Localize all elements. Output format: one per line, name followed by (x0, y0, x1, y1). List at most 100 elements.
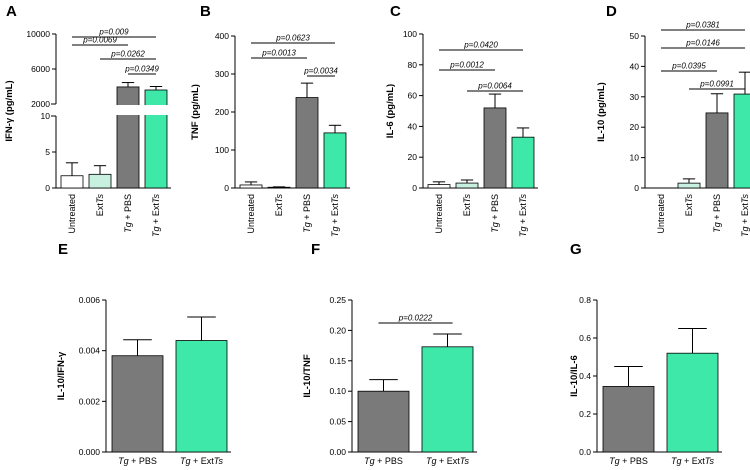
y-tick-label: 0.8 (579, 295, 591, 305)
panel-letter: D (606, 3, 617, 20)
y-tick-label: 0.002 (79, 396, 101, 406)
y-tick-label: 0.000 (79, 447, 101, 457)
y-tick-label: 30 (630, 92, 640, 102)
bar-extts (267, 186, 291, 189)
y-tick-label: 0 (634, 183, 639, 193)
p-value-label: p=0.009 (98, 28, 129, 37)
y-tick-label: 40 (408, 121, 418, 131)
x-tick-label: Tg + ExtTs (151, 194, 161, 237)
y-tick-label: 20 (630, 122, 640, 132)
y-tick-label: 0.006 (79, 295, 101, 305)
x-tick-label: Tg + ExtTs (518, 194, 528, 237)
y-axis-label: IL-10/IFN-γ (56, 351, 67, 400)
bar-tg-extts (323, 132, 347, 189)
panel-letter: A (6, 3, 17, 20)
panel-C: C IL-6 (pg/mL) 0 20 40 60 80 100 Untreated ExtTs T… (385, 3, 538, 237)
bar-tg-pbs (602, 386, 655, 453)
y-tick-label: 0.2 (579, 409, 591, 419)
x-tick-label: ExtTs (274, 194, 284, 217)
x-tick-label: Tg + PBS (712, 194, 722, 233)
x-tick-label: Tg + ExtTs (330, 194, 340, 237)
x-tick-label: ExtTs (462, 194, 472, 217)
y-tick-label: 0.25 (329, 295, 346, 305)
bar-tg-extts (144, 89, 168, 189)
y-tick-label: 10 (41, 111, 51, 121)
y-tick-label: 80 (408, 60, 418, 70)
axis-break-gap (116, 105, 140, 115)
bar-tg-pbs (483, 107, 507, 189)
axis-break-gap (144, 105, 168, 115)
bar-tg-pbs (111, 355, 164, 453)
y-tick-label: 0.4 (579, 371, 591, 381)
y-tick-label: 0 (412, 183, 417, 193)
panel-G: G IL-10/IL-6 0.0 0.2 0.4 0.6 0.8 Tg + PBS Tg + E… (569, 241, 722, 466)
p-value-label: p=0.0349 (124, 65, 159, 74)
x-tick-label: Tg + PBS (123, 194, 133, 233)
y-tick-label: 0.05 (329, 417, 346, 427)
bar-tg-extts (421, 346, 474, 453)
y-tick-label: 0.6 (579, 333, 591, 343)
x-tick-label: Untreated (246, 194, 256, 234)
p-value-label: p=0.0395 (671, 62, 706, 71)
bar-untreated (60, 175, 84, 189)
panel-letter: G (570, 241, 582, 258)
x-tick-label: Tg + ExtTs (740, 194, 750, 237)
panel-E: E IL-10/IFN-γ 0.000 0.002 0.004 0.006 Tg + PBS… (56, 241, 231, 466)
bar-tg-extts (733, 93, 750, 189)
bar-tg-pbs (705, 112, 729, 189)
panel-letter: B (200, 3, 211, 20)
p-value-label: p=0.0069 (82, 36, 117, 45)
x-tick-label: ExtTs (684, 194, 694, 217)
y-tick-label: 300 (215, 69, 229, 79)
y-axis-label: IL-10/TNF (302, 354, 313, 397)
panel-B: B TNF (pg/mL) 0 100 200 300 400 Untreated ExtTs T… (190, 3, 350, 237)
bar-extts (455, 182, 479, 189)
p-value-label: p=0.0381 (685, 21, 720, 30)
y-tick-label: 100 (403, 29, 417, 39)
bar-tg-pbs (116, 86, 140, 189)
y-tick-label: 200 (215, 107, 229, 117)
y-tick-label: 0 (45, 183, 50, 193)
p-value-label: p=0.0420 (463, 41, 498, 50)
x-tick-label: Tg + PBS (118, 456, 157, 466)
bar-untreated (239, 184, 263, 189)
p-value-label: p=0.0064 (477, 82, 512, 91)
y-tick-label: 0.10 (329, 386, 346, 396)
x-tick-label: Untreated (656, 194, 666, 234)
bar-tg-pbs (357, 390, 410, 453)
panel-D: D IL-10 (pg/mL) 0 10 20 30 40 50 Untreated ExtTs T… (596, 3, 750, 237)
p-value-label: p=0.0991 (699, 80, 734, 89)
p-value-label: p=0.0262 (110, 50, 145, 59)
y-axis-label: IL-6 (pg/mL) (385, 84, 396, 138)
x-tick-label: Untreated (67, 194, 77, 234)
y-tick-label: 0.004 (79, 346, 101, 356)
x-tick-label: ExtTs (95, 194, 105, 217)
bar-tg-extts (666, 352, 719, 453)
y-tick-label: 6000 (31, 64, 50, 74)
bar-extts (88, 173, 112, 189)
panel-letter: E (58, 241, 68, 258)
x-tick-label: Tg + PBS (302, 194, 312, 233)
y-tick-label: 10000 (26, 29, 50, 39)
bar-untreated (427, 184, 451, 189)
x-tick-label: Tg + ExtTs (180, 456, 223, 466)
x-tick-label: Tg + ExtTs (426, 456, 469, 466)
y-tick-label: 50 (630, 31, 640, 41)
p-value-label: p=0.0623 (275, 34, 310, 43)
p-value-label: p=0.0222 (398, 314, 433, 323)
p-value-label: p=0.0013 (261, 49, 296, 58)
y-axis-label: IFN-γ (pg/mL) (4, 80, 15, 141)
y-tick-label: 400 (215, 31, 229, 41)
bar-tg-extts (511, 136, 535, 189)
panel-A: A IFN-γ (pg/mL) 0 5 10 2000 6000 10000 Untreated… (4, 3, 171, 237)
p-value-label: p=0.0034 (303, 67, 338, 76)
x-tick-label: Tg + PBS (609, 456, 648, 466)
panel-letter: F (311, 241, 320, 258)
bar-tg-extts (175, 340, 228, 453)
y-tick-label: 0.00 (329, 447, 346, 457)
y-tick-label: 40 (630, 61, 640, 71)
y-axis-label: IL-10/IL-6 (569, 355, 580, 397)
x-tick-label: Untreated (434, 194, 444, 234)
panel-F: F IL-10/TNF 0.00 0.05 0.10 0.15 0.20 0.25 Tg + P… (302, 241, 477, 466)
